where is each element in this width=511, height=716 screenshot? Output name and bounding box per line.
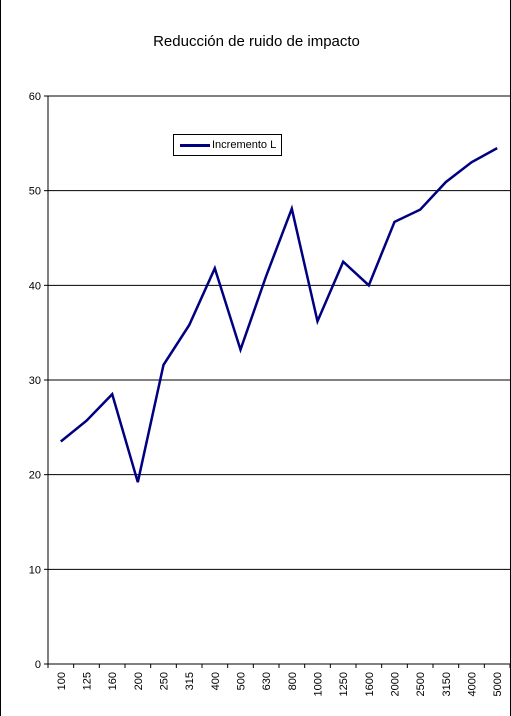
y-tick-label-40: 40	[29, 280, 41, 292]
y-tick-label-0: 0	[35, 659, 41, 671]
x-tick-label-250: 250	[159, 672, 171, 690]
x-tick-label-1000: 1000	[313, 672, 325, 696]
legend: Incremento L	[173, 134, 283, 156]
x-tick-label-2000: 2000	[390, 672, 402, 696]
y-tick-label-10: 10	[29, 564, 41, 576]
x-tick-label-630: 630	[261, 672, 273, 690]
series-layer	[60, 147, 498, 483]
x-tick-label-1600: 1600	[364, 672, 376, 696]
x-tick-label-4000: 4000	[467, 672, 479, 696]
x-tick-label-315: 315	[184, 672, 196, 690]
y-tick-label-20: 20	[29, 470, 41, 482]
y-tick-label-50: 50	[29, 186, 41, 198]
y-tick-label-60: 60	[29, 91, 41, 103]
x-tick-label-100: 100	[56, 672, 68, 690]
y-axis-ticks: 0 10 20 30 40 50 60	[29, 91, 48, 671]
x-tick-label-3150: 3150	[441, 672, 453, 696]
chart-title: Reducción de ruido de impacto	[153, 33, 360, 50]
legend-swatch-incremento-l	[180, 143, 210, 147]
x-tick-label-2500: 2500	[415, 672, 427, 696]
x-tick-label-1250: 1250	[338, 672, 350, 696]
series-line-incremento-l	[60, 147, 498, 483]
x-tick-label-200: 200	[133, 672, 145, 690]
x-tick-label-5000: 5000	[492, 672, 504, 696]
x-tick-label-400: 400	[210, 672, 222, 690]
x-tick-label-500: 500	[236, 672, 248, 690]
x-tick-label-125: 125	[82, 672, 94, 690]
x-tick-label-160: 160	[107, 672, 119, 690]
legend-label-incremento-l: Incremento L	[212, 139, 277, 151]
x-tick-label-800: 800	[287, 672, 299, 690]
x-axis-ticks: 100 125 160 200 250 315 400 500 630 800 1000 1250 16…	[47, 664, 511, 696]
y-tick-label-30: 30	[29, 375, 41, 387]
gridlines	[48, 95, 510, 570]
